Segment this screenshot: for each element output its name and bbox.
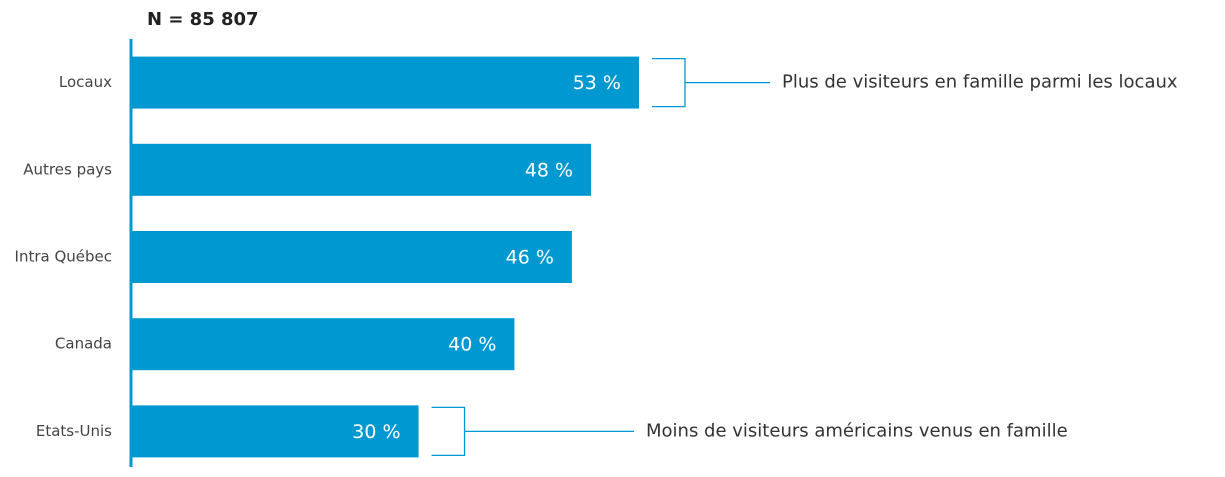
chart-title: N = 85 807 bbox=[147, 9, 259, 30]
category-label: Etats-Unis bbox=[36, 422, 112, 440]
bar bbox=[131, 405, 419, 458]
category-label: Canada bbox=[55, 335, 112, 353]
value-label: 40 % bbox=[448, 334, 496, 356]
value-label: 30 % bbox=[352, 421, 400, 443]
annotation-bracket bbox=[431, 406, 634, 457]
category-label: Locaux bbox=[59, 73, 112, 91]
annotation: Moins de visiteurs américains venus en f… bbox=[646, 420, 1068, 441]
category-label: Intra Québec bbox=[15, 248, 112, 266]
annotation-bracket bbox=[652, 57, 770, 108]
bar bbox=[131, 143, 592, 196]
value-label: 48 % bbox=[525, 159, 573, 181]
bar bbox=[131, 56, 639, 109]
value-label: 53 % bbox=[573, 72, 621, 94]
annotation: Plus de visiteurs en famille parmi les l… bbox=[782, 72, 1178, 93]
value-label: 46 % bbox=[506, 247, 554, 269]
bar bbox=[131, 318, 515, 371]
category-label: Autres pays bbox=[23, 160, 112, 178]
bar bbox=[131, 231, 572, 283]
